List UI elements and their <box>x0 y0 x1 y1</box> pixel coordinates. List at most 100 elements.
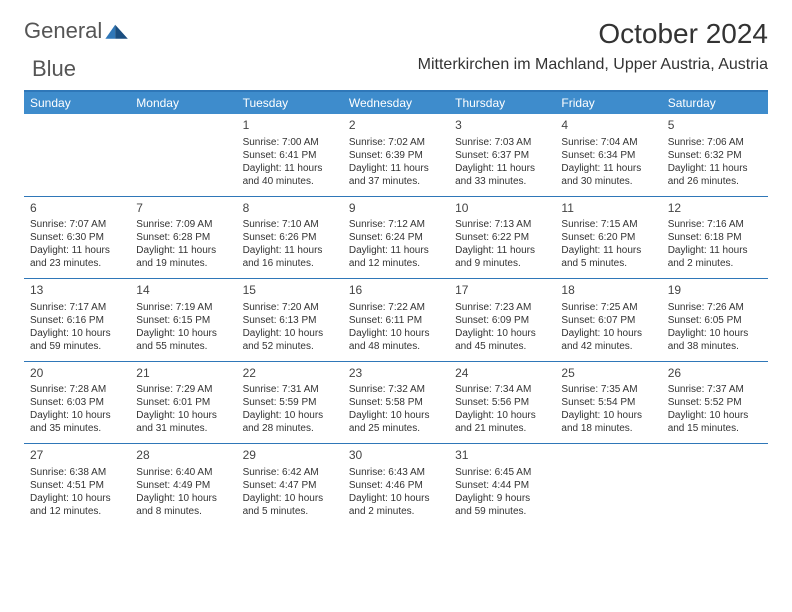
cell-text: Sunset: 6:41 PM <box>243 149 337 162</box>
cell-text: and 5 minutes. <box>561 257 655 270</box>
cell-text: Sunset: 4:47 PM <box>243 479 337 492</box>
calendar-cell: 1Sunrise: 7:00 AMSunset: 6:41 PMDaylight… <box>237 114 343 196</box>
day-number: 20 <box>30 366 124 382</box>
cell-text: and 2 minutes. <box>349 505 443 518</box>
cell-text: and 37 minutes. <box>349 175 443 188</box>
weekday-header: Tuesday <box>237 92 343 114</box>
cell-text: Sunset: 6:18 PM <box>668 231 762 244</box>
calendar-cell: 24Sunrise: 7:34 AMSunset: 5:56 PMDayligh… <box>449 361 555 444</box>
cell-text: and 45 minutes. <box>455 340 549 353</box>
cell-text: Sunset: 4:49 PM <box>136 479 230 492</box>
cell-text: Daylight: 11 hours <box>668 244 762 257</box>
cell-text: Sunrise: 7:28 AM <box>30 383 124 396</box>
cell-text: and 28 minutes. <box>243 422 337 435</box>
weekday-header: Wednesday <box>343 92 449 114</box>
calendar-cell: 29Sunrise: 6:42 AMSunset: 4:47 PMDayligh… <box>237 444 343 526</box>
day-number: 16 <box>349 283 443 299</box>
day-number: 12 <box>668 201 762 217</box>
cell-text: and 21 minutes. <box>455 422 549 435</box>
cell-text: Sunrise: 7:03 AM <box>455 136 549 149</box>
calendar-cell: 16 Sunrise: 7:22 AMSunset: 6:11 PMDayligh… <box>343 279 449 362</box>
cell-text: Sunrise: 7:22 AM <box>349 301 443 314</box>
calendar-cell: 30Sunrise: 6:43 AMSunset: 4:46 PMDayligh… <box>343 444 449 526</box>
cell-text: Sunset: 5:56 PM <box>455 396 549 409</box>
cell-text: and 42 minutes. <box>561 340 655 353</box>
cell-text: Sunset: 6:15 PM <box>136 314 230 327</box>
cell-text: Sunrise: 7:06 AM <box>668 136 762 149</box>
cell-text: Sunrise: 7:10 AM <box>243 218 337 231</box>
cell-text: Daylight: 10 hours <box>561 327 655 340</box>
cell-text: Sunset: 5:54 PM <box>561 396 655 409</box>
cell-text: Sunset: 5:52 PM <box>668 396 762 409</box>
cell-text: Daylight: 11 hours <box>136 244 230 257</box>
day-number: 19 <box>668 283 762 299</box>
cell-text: Sunset: 6:24 PM <box>349 231 443 244</box>
cell-text: Sunrise: 7:29 AM <box>136 383 230 396</box>
cell-text: and 5 minutes. <box>243 505 337 518</box>
day-number: 23 <box>349 366 443 382</box>
day-number: 11 <box>561 201 655 217</box>
cell-text: and 16 minutes. <box>243 257 337 270</box>
cell-text: and 52 minutes. <box>243 340 337 353</box>
cell-text: Sunrise: 7:15 AM <box>561 218 655 231</box>
calendar-cell <box>24 114 130 196</box>
cell-text: Daylight: 11 hours <box>455 244 549 257</box>
calendar-cell: 25Sunrise: 7:35 AMSunset: 5:54 PMDayligh… <box>555 361 661 444</box>
day-number: 18 <box>561 283 655 299</box>
calendar-cell <box>555 444 661 526</box>
calendar-cell: 11Sunrise: 7:15 AMSunset: 6:20 PMDayligh… <box>555 196 661 279</box>
weekday-header: Sunday <box>24 92 130 114</box>
cell-text: Sunset: 6:37 PM <box>455 149 549 162</box>
day-number: 22 <box>243 366 337 382</box>
location-subtitle: Mitterkirchen im Machland, Upper Austria… <box>418 56 768 74</box>
cell-text: Sunset: 6:20 PM <box>561 231 655 244</box>
calendar-cell: 9Sunrise: 7:12 AMSunset: 6:24 PMDaylight… <box>343 196 449 279</box>
cell-text: Daylight: 10 hours <box>243 409 337 422</box>
cell-text: and 59 minutes. <box>455 505 549 518</box>
day-number: 17 <box>455 283 549 299</box>
cell-text: Sunset: 5:58 PM <box>349 396 443 409</box>
cell-text: and 35 minutes. <box>30 422 124 435</box>
cell-text: Sunset: 5:59 PM <box>243 396 337 409</box>
cell-text: Sunset: 6:32 PM <box>668 149 762 162</box>
cell-text: and 12 minutes. <box>349 257 443 270</box>
brand-logo: General <box>24 18 134 44</box>
cell-text: Sunset: 6:34 PM <box>561 149 655 162</box>
cell-text: and 25 minutes. <box>349 422 443 435</box>
cell-text: Daylight: 11 hours <box>668 162 762 175</box>
cell-text: and 30 minutes. <box>561 175 655 188</box>
day-number: 30 <box>349 448 443 464</box>
weekday-header: Thursday <box>449 92 555 114</box>
weekday-header: Saturday <box>662 92 768 114</box>
cell-text: Daylight: 10 hours <box>30 409 124 422</box>
cell-text: Sunrise: 7:19 AM <box>136 301 230 314</box>
cell-text: and 26 minutes. <box>668 175 762 188</box>
calendar-cell: 3Sunrise: 7:03 AMSunset: 6:37 PMDaylight… <box>449 114 555 196</box>
cell-text: Daylight: 9 hours <box>455 492 549 505</box>
cell-text: and 15 minutes. <box>668 422 762 435</box>
day-number: 24 <box>455 366 549 382</box>
cell-text: Daylight: 10 hours <box>668 327 762 340</box>
cell-text: and 59 minutes. <box>30 340 124 353</box>
cell-text: Sunrise: 7:12 AM <box>349 218 443 231</box>
day-number: 1 <box>243 118 337 134</box>
cell-text: Sunrise: 7:17 AM <box>30 301 124 314</box>
cell-text: Daylight: 10 hours <box>349 327 443 340</box>
cell-text: Daylight: 11 hours <box>243 244 337 257</box>
cell-text: Sunset: 6:13 PM <box>243 314 337 327</box>
calendar-cell: 13Sunrise: 7:17 AMSunset: 6:16 PMDayligh… <box>24 279 130 362</box>
cell-text: Sunset: 6:28 PM <box>136 231 230 244</box>
cell-text: Daylight: 10 hours <box>136 409 230 422</box>
cell-text: Daylight: 10 hours <box>455 327 549 340</box>
cell-text: Sunrise: 6:38 AM <box>30 466 124 479</box>
day-number: 25 <box>561 366 655 382</box>
cell-text: Daylight: 11 hours <box>349 162 443 175</box>
calendar-cell: 12Sunrise: 7:16 AMSunset: 6:18 PMDayligh… <box>662 196 768 279</box>
cell-text: and 18 minutes. <box>561 422 655 435</box>
weekday-header: Friday <box>555 92 661 114</box>
day-number: 9 <box>349 201 443 217</box>
day-number: 13 <box>30 283 124 299</box>
cell-text: Sunset: 6:11 PM <box>349 314 443 327</box>
cell-text: Daylight: 10 hours <box>349 492 443 505</box>
day-number: 14 <box>136 283 230 299</box>
